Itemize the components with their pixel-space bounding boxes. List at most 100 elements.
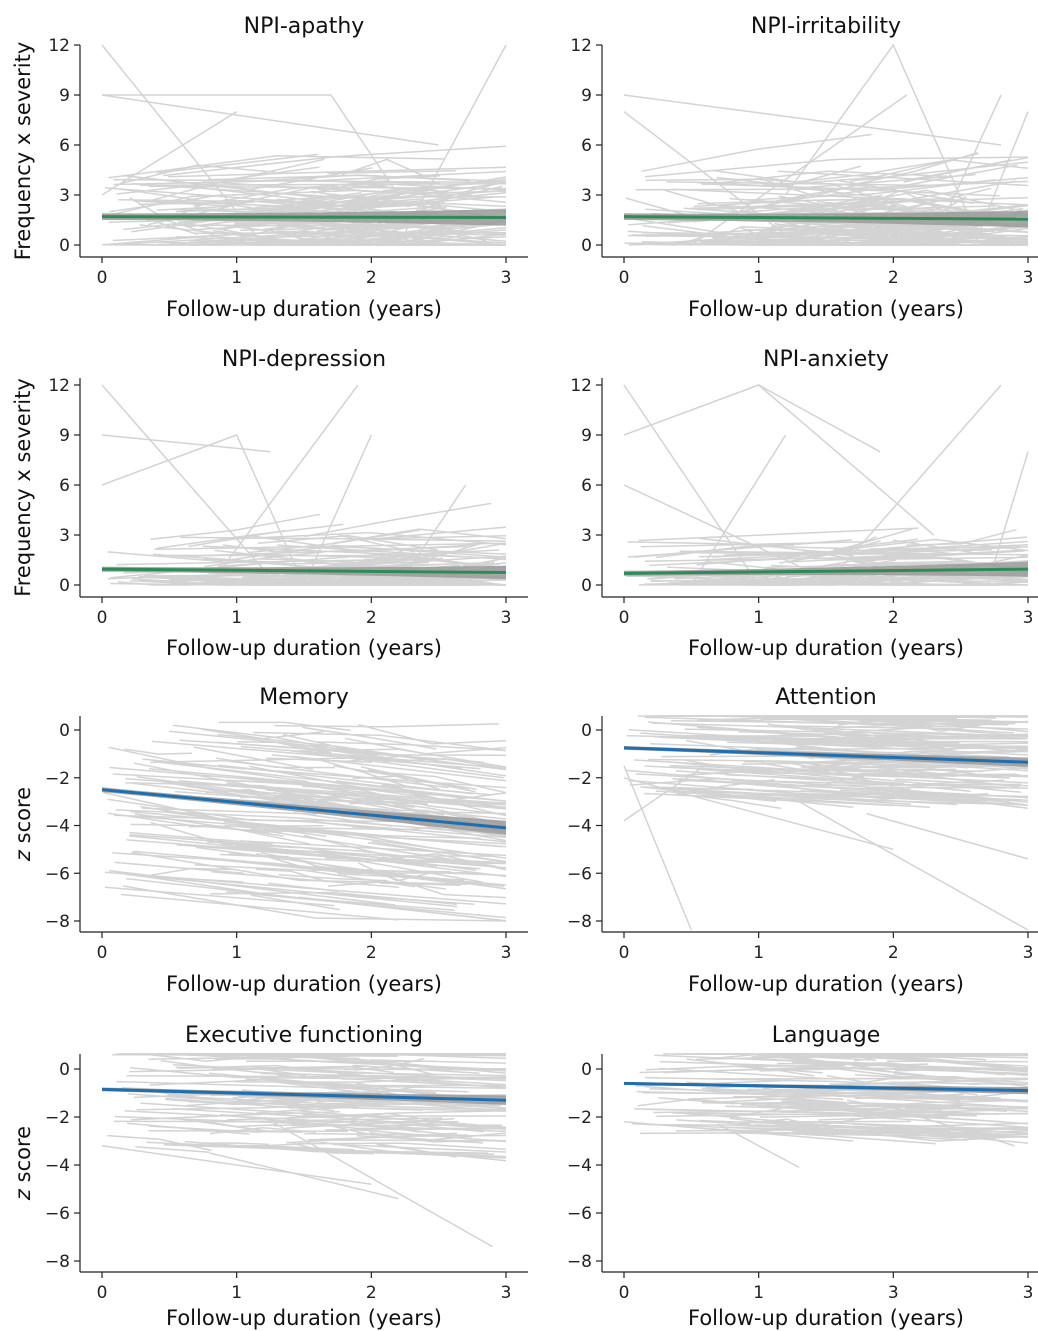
trajectory-line xyxy=(375,176,507,200)
trajectory-line xyxy=(623,765,706,822)
trajectory-line xyxy=(689,238,832,246)
trajectory-line xyxy=(302,726,437,750)
trajectory-line xyxy=(174,556,410,586)
x-tick-label: 1 xyxy=(231,268,242,288)
trajectory-line xyxy=(650,742,1010,758)
trajectory-line xyxy=(644,577,905,586)
trajectory-line xyxy=(150,867,233,876)
trajectory-line xyxy=(235,844,507,869)
trajectory-line xyxy=(181,224,495,246)
y-tick-label: 12 xyxy=(48,376,70,396)
trajectory-line xyxy=(211,870,400,889)
trajectory-line xyxy=(850,1053,1029,1070)
trajectory-line xyxy=(876,723,1029,737)
trajectory-line xyxy=(355,1058,507,1074)
trajectory-line xyxy=(889,546,1019,555)
trajectory-line xyxy=(716,165,862,187)
trajectory-line xyxy=(358,723,507,745)
trajectory-line xyxy=(101,434,271,453)
trajectory-line xyxy=(234,1076,484,1083)
trajectory-line xyxy=(108,220,229,241)
trajectory-line xyxy=(357,862,437,882)
trajectory-line xyxy=(207,174,507,182)
trajectory-line xyxy=(778,772,1020,778)
x-tick-label: 0 xyxy=(97,1283,108,1303)
trajectory-line xyxy=(179,739,389,755)
trajectory-line xyxy=(641,133,872,173)
trajectory-line xyxy=(379,229,507,242)
trajectory-line xyxy=(116,1080,469,1093)
trajectory-line xyxy=(890,1090,1029,1099)
trajectories xyxy=(623,384,1029,586)
trajectory-line xyxy=(130,810,392,838)
trend-line xyxy=(101,215,507,219)
trajectory-line xyxy=(101,94,439,146)
y-tick-label: 3 xyxy=(59,526,70,546)
trajectory-line xyxy=(226,782,344,802)
trajectory-line xyxy=(219,721,351,732)
trajectory-line xyxy=(253,731,507,752)
trajectory-line xyxy=(148,185,507,190)
trajectory-line xyxy=(220,1113,494,1130)
trajectory-line xyxy=(904,1107,1029,1110)
trajectory-line xyxy=(224,779,365,790)
trajectory-line xyxy=(873,159,1029,174)
trajectory-line xyxy=(101,1145,372,1185)
x-tick-label: 1 xyxy=(231,608,242,628)
trajectory-line xyxy=(688,790,854,808)
trajectories xyxy=(623,1053,1029,1169)
trajectory-line xyxy=(920,1116,1015,1147)
trajectories xyxy=(101,384,507,586)
trajectory-line xyxy=(291,748,507,768)
y-tick-label: 12 xyxy=(48,36,70,56)
trajectory-line xyxy=(906,528,1017,546)
y-tick-label: −2 xyxy=(567,769,592,789)
trajectory-line xyxy=(101,111,238,196)
trajectory-line xyxy=(233,1130,303,1133)
y-tick-label: −8 xyxy=(45,1252,70,1272)
trajectory-line xyxy=(702,554,801,561)
trajectory-line xyxy=(804,1062,925,1077)
panel-title: Language xyxy=(772,1023,881,1048)
trajectory-line xyxy=(364,770,507,794)
x-axis-label: Follow-up duration (years) xyxy=(166,1306,442,1330)
x-tick-label: 1 xyxy=(231,943,242,963)
trajectory-line xyxy=(818,1113,984,1121)
trajectory-line xyxy=(168,166,507,178)
trajectory-line xyxy=(893,1081,980,1085)
trajectory-line xyxy=(198,185,434,202)
trajectory-line xyxy=(659,787,912,806)
y-tick-label: −2 xyxy=(45,769,70,789)
trajectory-line xyxy=(826,1074,905,1083)
trajectory-line xyxy=(868,786,1029,789)
trajectory-line xyxy=(252,535,475,553)
trajectory-line xyxy=(844,726,932,733)
trajectory-line xyxy=(133,186,315,207)
trajectory-line xyxy=(638,527,919,542)
x-tick-label: 0 xyxy=(619,1283,630,1303)
trajectory-line xyxy=(129,1068,270,1073)
trajectory-line xyxy=(882,1122,1029,1128)
trajectory-line xyxy=(800,789,913,797)
trajectory-line xyxy=(660,715,958,720)
trajectory-line xyxy=(323,225,444,246)
x-axis-label: Follow-up duration (years) xyxy=(688,972,964,996)
trajectory-line xyxy=(785,1091,1029,1103)
trajectory-line xyxy=(202,181,473,197)
trajectory-line xyxy=(635,773,911,791)
trajectory-line xyxy=(790,768,957,771)
trajectory-line xyxy=(748,1132,981,1138)
trajectory-line xyxy=(228,783,507,805)
trajectory-line xyxy=(198,1142,269,1146)
trajectory-line xyxy=(750,740,1029,743)
trajectory-line xyxy=(217,839,484,883)
trajectory-line xyxy=(633,542,811,558)
trajectory-line xyxy=(651,722,812,729)
trajectory-line xyxy=(131,851,468,885)
trajectory-line xyxy=(318,758,413,790)
trajectory-line xyxy=(239,828,453,853)
trajectory-line xyxy=(128,1093,507,1112)
panel-title: Attention xyxy=(775,685,877,710)
